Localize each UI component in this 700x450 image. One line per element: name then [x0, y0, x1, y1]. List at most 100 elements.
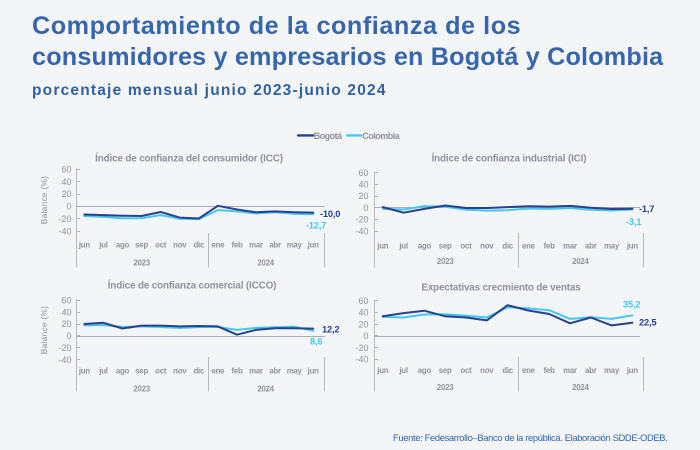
- svg-text:60: 60: [61, 295, 71, 305]
- svg-text:-20: -20: [355, 343, 368, 353]
- svg-text:oct: oct: [460, 366, 472, 375]
- svg-text:jun: jun: [626, 366, 639, 375]
- svg-text:oct: oct: [460, 242, 472, 251]
- svg-text:jun: jun: [307, 367, 320, 376]
- svg-text:dic: dic: [502, 366, 514, 375]
- svg-text:dic: dic: [502, 242, 514, 251]
- svg-text:oct: oct: [155, 241, 167, 250]
- svg-text:2023: 2023: [133, 385, 150, 394]
- svg-text:Balance (%): Balance (%): [39, 176, 49, 225]
- svg-text:-10,0: -10,0: [320, 209, 340, 219]
- svg-text:2023: 2023: [437, 257, 454, 266]
- svg-text:2024: 2024: [572, 257, 589, 266]
- svg-text:feb: feb: [544, 366, 556, 375]
- svg-text:-12,7: -12,7: [306, 221, 326, 231]
- svg-text:-20: -20: [58, 214, 71, 224]
- svg-text:2024: 2024: [257, 385, 274, 394]
- svg-text:0: 0: [363, 331, 368, 341]
- svg-text:jun: jun: [78, 367, 91, 376]
- svg-text:feb: feb: [231, 241, 243, 250]
- svg-text:jun: jun: [376, 366, 389, 375]
- svg-text:60: 60: [61, 164, 71, 174]
- svg-text:Bogotá: Bogotá: [314, 131, 343, 141]
- svg-text:20: 20: [61, 189, 71, 199]
- svg-text:40: 40: [61, 177, 71, 187]
- svg-text:dic: dic: [193, 367, 205, 376]
- svg-text:jul: jul: [98, 367, 108, 376]
- svg-text:abr: abr: [269, 367, 281, 376]
- svg-text:40: 40: [358, 180, 368, 190]
- svg-text:0: 0: [363, 203, 368, 213]
- svg-text:2024: 2024: [572, 383, 589, 392]
- svg-text:-1,7: -1,7: [639, 204, 654, 214]
- svg-text:12,2: 12,2: [322, 325, 339, 335]
- svg-text:nov: nov: [480, 242, 494, 251]
- svg-text:abr: abr: [585, 242, 597, 251]
- svg-text:60: 60: [358, 168, 368, 178]
- svg-text:ene: ene: [522, 366, 536, 375]
- svg-text:-40: -40: [58, 355, 71, 365]
- svg-text:may: may: [287, 241, 303, 250]
- svg-text:dic: dic: [193, 241, 205, 250]
- svg-text:sep: sep: [439, 366, 452, 375]
- svg-text:ene: ene: [211, 241, 225, 250]
- svg-text:Índice de confianza del consum: Índice de confianza del consumidor (ICC): [95, 154, 283, 165]
- svg-text:may: may: [604, 242, 620, 251]
- svg-text:jun: jun: [307, 241, 320, 250]
- svg-text:jun: jun: [376, 242, 389, 251]
- svg-text:feb: feb: [231, 367, 243, 376]
- svg-text:jul: jul: [398, 242, 408, 251]
- svg-text:20: 20: [358, 191, 368, 201]
- svg-text:35,2: 35,2: [623, 300, 640, 310]
- svg-text:20: 20: [61, 319, 71, 329]
- svg-text:nov: nov: [173, 241, 187, 250]
- svg-text:2023: 2023: [133, 259, 150, 268]
- svg-text:may: may: [604, 366, 620, 375]
- svg-text:nov: nov: [173, 367, 187, 376]
- svg-text:Expectativas crecmiento de ven: Expectativas crecmiento de ventas: [421, 283, 581, 294]
- svg-text:mar: mar: [249, 367, 263, 376]
- svg-text:jun: jun: [626, 242, 639, 251]
- svg-text:-40: -40: [355, 226, 368, 236]
- svg-text:mar: mar: [563, 366, 577, 375]
- svg-text:2024: 2024: [257, 259, 274, 268]
- svg-text:nov: nov: [480, 366, 494, 375]
- svg-text:8,6: 8,6: [310, 337, 322, 347]
- svg-text:60: 60: [358, 296, 368, 306]
- svg-text:-40: -40: [58, 226, 71, 236]
- svg-text:sep: sep: [135, 241, 148, 250]
- svg-text:jul: jul: [98, 241, 108, 250]
- svg-text:sep: sep: [135, 367, 148, 376]
- svg-text:20: 20: [358, 319, 368, 329]
- svg-text:-40: -40: [355, 355, 368, 365]
- svg-text:2023: 2023: [437, 383, 454, 392]
- svg-text:-20: -20: [58, 343, 71, 353]
- svg-text:-20: -20: [355, 215, 368, 225]
- svg-text:0: 0: [66, 331, 71, 341]
- svg-text:ago: ago: [418, 366, 432, 375]
- svg-text:feb: feb: [544, 242, 556, 251]
- svg-text:sep: sep: [439, 242, 452, 251]
- svg-text:Colombia: Colombia: [362, 131, 400, 141]
- svg-text:ene: ene: [211, 367, 225, 376]
- svg-text:40: 40: [358, 308, 368, 318]
- svg-text:-3,1: -3,1: [626, 217, 641, 227]
- svg-text:ago: ago: [418, 242, 432, 251]
- svg-text:Balance (%): Balance (%): [39, 306, 49, 355]
- svg-text:Índice de confianza industrial: Índice de confianza industrial (ICI): [432, 154, 587, 165]
- svg-text:mar: mar: [249, 241, 263, 250]
- svg-text:ago: ago: [116, 241, 130, 250]
- svg-text:mar: mar: [563, 242, 577, 251]
- svg-text:jun: jun: [78, 241, 91, 250]
- svg-text:ago: ago: [116, 367, 130, 376]
- svg-text:40: 40: [61, 307, 71, 317]
- svg-text:oct: oct: [155, 367, 167, 376]
- svg-text:abr: abr: [269, 241, 281, 250]
- svg-text:Índice de confianza comercial: Índice de confianza comercial (ICCO): [108, 281, 277, 292]
- svg-text:0: 0: [66, 202, 71, 212]
- svg-text:abr: abr: [585, 366, 597, 375]
- svg-text:jul: jul: [398, 366, 408, 375]
- svg-text:may: may: [287, 367, 303, 376]
- svg-text:ene: ene: [522, 242, 536, 251]
- svg-text:22,5: 22,5: [639, 318, 656, 328]
